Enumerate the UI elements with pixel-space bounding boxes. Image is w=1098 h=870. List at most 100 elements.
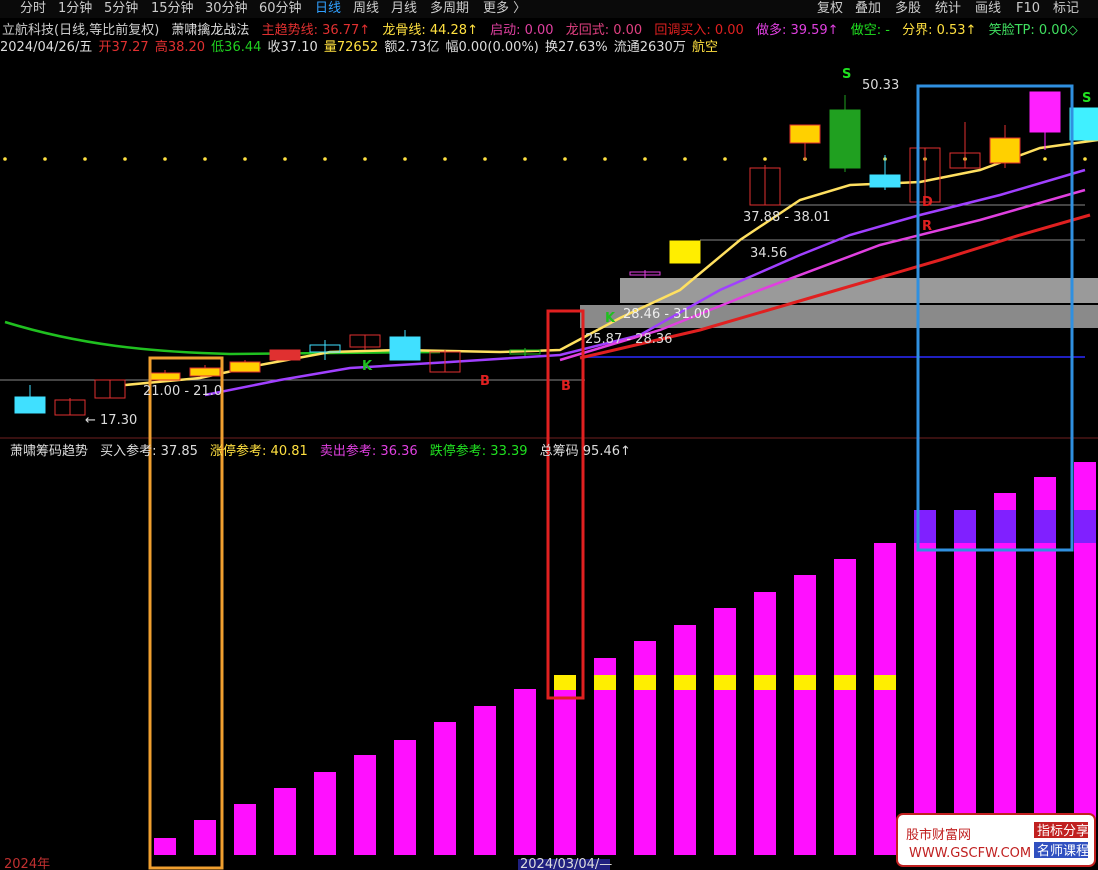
candle-body bbox=[869, 174, 901, 188]
chip-bar bbox=[154, 838, 176, 855]
chip-bar bbox=[1074, 462, 1096, 855]
ma-line bbox=[124, 138, 1098, 387]
toolbar-button[interactable]: 叠加 bbox=[855, 1, 882, 16]
dot bbox=[203, 157, 207, 161]
ma-line bbox=[4, 320, 441, 356]
price-label: 34.56 bbox=[750, 246, 787, 261]
candle-body bbox=[149, 372, 181, 381]
signal: D bbox=[922, 195, 933, 210]
chip-bar bbox=[234, 804, 256, 855]
chip-marker bbox=[714, 675, 736, 690]
toolbar-tab[interactable]: 30分钟 bbox=[205, 1, 248, 16]
chip-bar bbox=[874, 543, 896, 855]
price-label: 50.33 bbox=[862, 78, 899, 93]
chip-marker bbox=[954, 510, 976, 543]
quote-item: 额2.73亿 bbox=[384, 40, 440, 55]
dot bbox=[3, 157, 7, 161]
quote-item: 低36.44 bbox=[211, 40, 262, 55]
chip-bar bbox=[954, 510, 976, 855]
signal: S bbox=[1082, 91, 1091, 106]
chip-bar bbox=[594, 658, 616, 855]
candle-body bbox=[389, 336, 421, 361]
dot bbox=[643, 157, 647, 161]
toolbar-button[interactable]: 多股 bbox=[895, 1, 922, 16]
candle-body bbox=[629, 271, 661, 276]
candle-body bbox=[94, 379, 126, 399]
indicator-value: 做空: - bbox=[850, 23, 890, 38]
chip-bar bbox=[434, 722, 456, 855]
ma-line bbox=[204, 168, 1086, 397]
toolbar-button[interactable]: F10 bbox=[1016, 1, 1041, 16]
watermark-tag-text: 名师课程 bbox=[1037, 843, 1089, 859]
chip-bar bbox=[194, 820, 216, 855]
panel-item: 跌停参考: 33.39 bbox=[429, 444, 528, 459]
candle-body bbox=[1069, 107, 1098, 141]
chip-bar bbox=[714, 608, 736, 855]
dot bbox=[243, 157, 247, 161]
signal: S bbox=[842, 67, 851, 82]
indicator-line: 立航科技(日线,等比前复权) 萧啸擒龙战法 主趋势线: 36.77↑ 龙骨线: … bbox=[2, 19, 1086, 38]
dot bbox=[483, 157, 487, 161]
chip-marker bbox=[1034, 510, 1056, 543]
candle-body bbox=[429, 351, 461, 373]
date-label: 2024年 bbox=[4, 857, 50, 870]
panel-item: 涨停参考: 40.81 bbox=[210, 444, 308, 459]
chip-bar bbox=[394, 740, 416, 855]
dot bbox=[443, 157, 447, 161]
toolbar-tab[interactable]: 日线 bbox=[315, 1, 342, 16]
signal: R bbox=[922, 219, 932, 234]
chip-bar bbox=[914, 527, 936, 855]
dot bbox=[83, 157, 87, 161]
quote-item: 流通2630万 bbox=[613, 40, 686, 55]
candle-body bbox=[189, 367, 221, 377]
toolbar-tab[interactable]: 1分钟 bbox=[58, 1, 93, 16]
candles bbox=[14, 91, 1098, 416]
indicator-value: 回调买入: 0.00 bbox=[654, 23, 744, 38]
toolbar-button[interactable]: 统计 bbox=[935, 1, 962, 16]
dot bbox=[323, 157, 327, 161]
toolbar-tab[interactable]: 月线 bbox=[391, 1, 418, 16]
toolbar-tab[interactable]: 多周期 bbox=[430, 1, 470, 16]
toolbar-tab[interactable]: 5分钟 bbox=[104, 1, 139, 16]
candle-body bbox=[949, 152, 981, 169]
toolbar-tab[interactable]: 15分钟 bbox=[151, 1, 194, 16]
candle-body bbox=[989, 137, 1021, 164]
panel-item: 总筹码 95.46↑ bbox=[539, 444, 631, 459]
toolbar-button[interactable]: 标记 bbox=[1053, 1, 1080, 16]
candle-body bbox=[909, 147, 941, 203]
candle-body bbox=[54, 399, 86, 416]
candle-body bbox=[509, 349, 541, 355]
ma-line bbox=[579, 213, 1091, 360]
chip-marker bbox=[834, 675, 856, 690]
candle-body bbox=[309, 344, 341, 353]
candle-body bbox=[269, 349, 301, 361]
toolbar-tab[interactable]: 周线 bbox=[353, 1, 380, 16]
chip-bar bbox=[794, 575, 816, 855]
dot bbox=[1083, 157, 1087, 161]
candle-body bbox=[749, 167, 781, 206]
chip-bar bbox=[354, 755, 376, 855]
panel-item: 买入参考: 37.85 bbox=[100, 444, 198, 459]
highlight-box bbox=[546, 309, 585, 700]
chip-marker bbox=[754, 675, 776, 690]
chip-panel-header: 萧啸筹码趋势 买入参考: 37.85 涨停参考: 40.81 卖出参考: 36.… bbox=[10, 440, 639, 459]
candle-body bbox=[1029, 91, 1061, 133]
chip-bar bbox=[834, 559, 856, 855]
price-label: 28.46 - 31.00 bbox=[623, 307, 710, 322]
candle-body bbox=[669, 240, 701, 264]
quote-item: 量72652 bbox=[323, 40, 379, 55]
candle-body bbox=[349, 334, 381, 348]
toolbar-button[interactable]: 画线 bbox=[975, 1, 1002, 16]
chip-bar bbox=[274, 788, 296, 855]
chip-bars bbox=[154, 462, 1096, 855]
chip-bar bbox=[314, 772, 336, 855]
toolbar-tab[interactable]: 分时 bbox=[20, 1, 47, 16]
indicator-name[interactable]: 萧啸擒龙战法 bbox=[171, 23, 250, 38]
toolbar-tab[interactable]: 60分钟 bbox=[259, 1, 302, 16]
date-label: 2024/03/04/— bbox=[520, 857, 612, 870]
indicator-value: 龙回式: 0.00 bbox=[565, 23, 643, 38]
toolbar-button[interactable]: 复权 bbox=[817, 1, 844, 16]
chip-marker bbox=[674, 675, 696, 690]
toolbar-tab[interactable]: 更多 〉 bbox=[483, 1, 527, 16]
